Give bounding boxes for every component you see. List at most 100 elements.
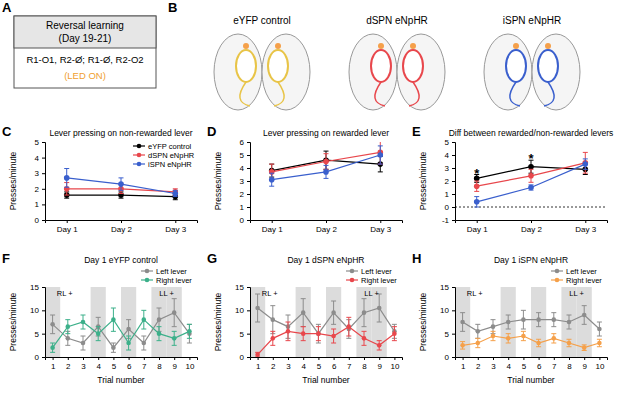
x-tick-mark (531, 220, 532, 223)
data-point (552, 336, 557, 341)
x-tick-label: 8 (362, 362, 367, 371)
x-tick: 5 (317, 357, 322, 371)
x-tick-mark (83, 357, 84, 360)
y-axis-title: Presses/minute (418, 151, 428, 210)
panel: EDiff between rewarded/non-rewarded leve… (412, 124, 613, 234)
annotation: LL + (364, 289, 379, 298)
y-tick: 15 (440, 283, 455, 292)
data-point (474, 183, 480, 189)
error-bar (286, 322, 291, 341)
x-tick-label: 10 (390, 362, 399, 371)
legend-marker (350, 269, 355, 274)
y-tick: 5 (35, 138, 45, 147)
y-tick: 0 (445, 203, 455, 212)
error-bar (269, 173, 274, 186)
striatum (538, 50, 558, 82)
brain-diagram: eYFP control (214, 15, 310, 110)
y-tick: 15 (30, 283, 45, 292)
data-point (118, 192, 124, 198)
y-tick-mark (247, 357, 250, 358)
y-tick-mark (452, 310, 455, 311)
x-tick-label: 5 (522, 362, 527, 371)
data-point (528, 173, 534, 179)
panel: GDay 1 dSPN eNpHR05101512345678910Presse… (207, 251, 403, 385)
x-tick-mark (174, 357, 175, 360)
x-tick-mark (539, 357, 540, 360)
x-tick-label: 1 (256, 362, 261, 371)
data-point (126, 341, 131, 346)
fiber (243, 43, 249, 49)
y-tick-label: 15 (235, 283, 244, 292)
error-bar (331, 301, 336, 324)
y-tick-mark (42, 357, 45, 358)
y-tick-mark (247, 207, 250, 208)
legend-item: Right lever (346, 276, 397, 285)
x-tick-mark (121, 220, 122, 223)
data-point (66, 324, 71, 329)
x-tick-mark (67, 220, 68, 223)
error-bar (50, 315, 55, 334)
error-bar (173, 190, 178, 196)
plot-area (269, 142, 383, 186)
data-point (347, 324, 352, 329)
series-line (53, 313, 190, 348)
y-tick: 1 (35, 200, 45, 209)
data-point (316, 331, 321, 336)
y-axis-line (247, 143, 251, 221)
data-point (316, 331, 321, 336)
legend-label: Right lever (361, 276, 397, 285)
data-point (521, 317, 526, 322)
striatum (371, 50, 391, 82)
x-tick-label: 2 (66, 362, 71, 371)
striatum (403, 50, 423, 82)
data-point (172, 310, 177, 315)
y-tick-mark (247, 155, 250, 156)
y-tick-label: 1 (240, 203, 245, 212)
y-tick-mark (452, 181, 455, 182)
projection (510, 82, 520, 106)
legend-item: dSPN eNpHR (133, 151, 195, 160)
y-axis: 012345 (35, 138, 46, 225)
y-tick-mark (452, 155, 455, 156)
data-point (460, 320, 465, 325)
x-axis-line (251, 221, 403, 224)
x-tick-label: 9 (377, 362, 382, 371)
x-tick: Day 2 (521, 220, 542, 234)
error-bar (377, 341, 382, 350)
y-axis: -1012345 (442, 138, 456, 225)
hemisphere (262, 34, 310, 110)
data-point (111, 317, 116, 322)
error-bar (377, 294, 382, 322)
x-tick-mark (326, 220, 327, 223)
protocol-body: R1-O1, R2-Ø; R1-Ø, R2-O2 (26, 54, 143, 65)
y-tick-mark (42, 173, 45, 174)
legend-label: iSPN eNpHR (148, 160, 192, 169)
y-tick-label: 5 (240, 330, 245, 339)
error-bar (506, 315, 511, 329)
x-axis-title: Trial number (507, 375, 555, 385)
panel-label: G (207, 251, 217, 266)
fiber (275, 43, 281, 49)
x-tick: Day 3 (575, 220, 596, 234)
data-point (474, 199, 480, 205)
error-bar (119, 178, 124, 190)
legend-label: Left lever (156, 267, 187, 276)
error-bar (141, 310, 146, 329)
x-tick-mark (554, 357, 555, 360)
data-point (567, 320, 572, 325)
legend-marker (137, 144, 142, 149)
error-bar (316, 327, 321, 341)
data-point (582, 161, 588, 167)
x-tick-label: 10 (185, 362, 194, 371)
error-bar (521, 310, 526, 329)
data-point (521, 334, 526, 339)
x-tick: 2 (476, 357, 481, 371)
error-bar (270, 306, 275, 334)
y-tick: 5 (35, 330, 45, 339)
y-tick-label: 5 (445, 330, 450, 339)
x-tick-label: 5 (112, 362, 117, 371)
y-tick-label: 2 (240, 190, 245, 199)
data-point (96, 331, 101, 336)
protocol-header (14, 16, 156, 48)
group-label: iSPN eNpHR (503, 15, 561, 26)
